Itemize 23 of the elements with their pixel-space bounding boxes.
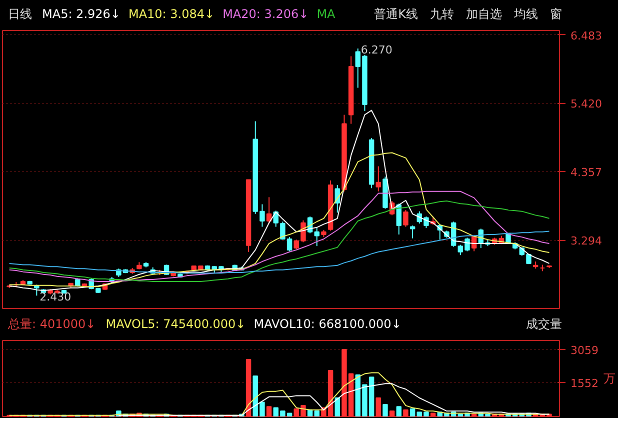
text: 普通K线 <box>374 7 418 21</box>
y-tick-label: 3059 <box>570 344 598 357</box>
y-tick-label: 1552 <box>570 377 598 390</box>
y-tick-label: 3.294 <box>570 234 602 248</box>
y-axis-title: 万 <box>603 372 616 386</box>
text: MA20: 3.206↓ <box>222 7 309 21</box>
annotation: 6.270 <box>360 44 392 57</box>
text: 窗 <box>550 7 562 21</box>
text: MA10: 3.084↓ <box>128 7 215 21</box>
text: MA <box>316 7 336 21</box>
text: MAVOL5: 745400.000↓ <box>106 317 246 331</box>
text: 均线 <box>514 7 538 21</box>
text: MA5: 2.926↓ <box>42 7 120 21</box>
text: 成交量 <box>526 317 562 331</box>
text: MAVOL10: 668100.000↓ <box>254 317 402 331</box>
y-tick-label: 4.357 <box>570 166 602 180</box>
y-tick-label: 5.420 <box>570 98 602 111</box>
chart-title: 日线 <box>8 7 32 21</box>
text: 九转 <box>430 7 454 21</box>
text: 加自选 <box>466 7 502 21</box>
y-tick-label: 6.483 <box>570 29 602 42</box>
chart-title: 总量: 401000↓ <box>8 317 96 331</box>
annotation: 2.430 <box>40 290 72 304</box>
